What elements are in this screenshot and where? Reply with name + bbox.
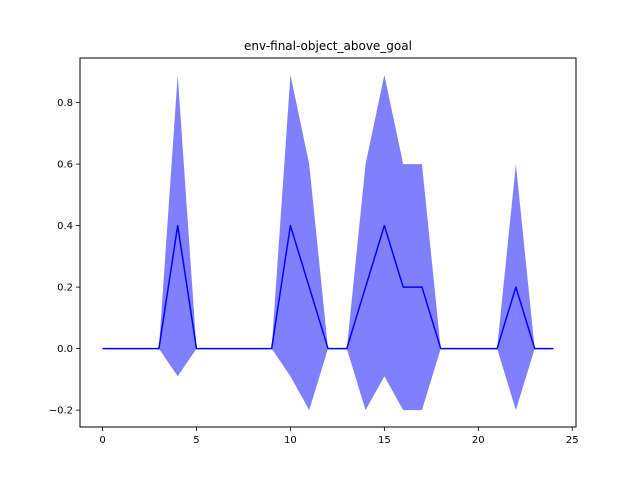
x-tick-label: 10 bbox=[284, 435, 297, 446]
series-0-band bbox=[102, 74, 554, 411]
x-tick-label: 25 bbox=[566, 435, 579, 446]
x-tick-label: 0 bbox=[99, 435, 105, 446]
y-tick-label: 0.0 bbox=[57, 344, 73, 355]
x-tick-label: 5 bbox=[193, 435, 199, 446]
y-tick-label: 0.4 bbox=[57, 221, 73, 232]
y-tick-label: 0.2 bbox=[57, 283, 73, 294]
chart-title: env-final-object_above_goal bbox=[244, 39, 412, 53]
series-0-line bbox=[102, 224, 554, 350]
x-tick-label: 15 bbox=[378, 435, 391, 446]
y-tick-label: −0.2 bbox=[49, 406, 73, 417]
y-tick-label: 0.8 bbox=[57, 98, 73, 109]
axes-frame bbox=[79, 57, 577, 428]
plot-area bbox=[102, 74, 554, 411]
x-axis: 0 5 10 15 20 25 bbox=[99, 427, 579, 446]
x-tick-label: 20 bbox=[472, 435, 485, 446]
y-tick-label: 0.6 bbox=[57, 160, 73, 171]
y-axis: −0.2 0.0 0.2 0.4 0.6 0.8 bbox=[49, 98, 80, 417]
